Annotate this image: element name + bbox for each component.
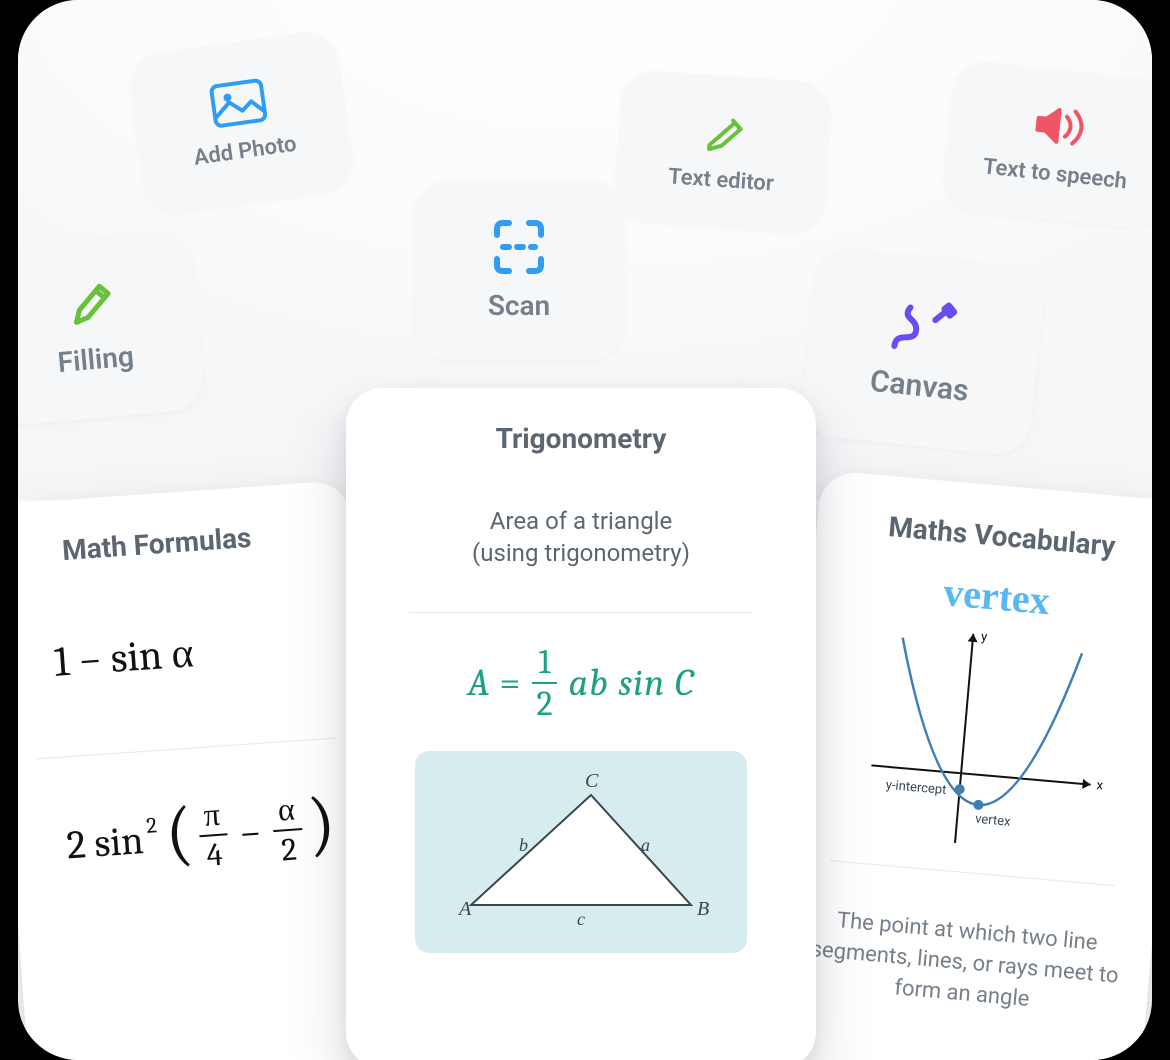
scan-icon — [491, 219, 547, 275]
pencil-icon — [65, 279, 117, 331]
svg-text:vertex: vertex — [974, 812, 1011, 830]
photo-icon — [208, 77, 268, 128]
svg-text:y-intercept: y-intercept — [885, 778, 947, 798]
tile-label: Text editor — [667, 164, 774, 196]
card-maths-vocabulary[interactable]: Maths Vocabulary vertex x y y-intercept … — [766, 470, 1152, 1060]
tile-scan[interactable]: Scan — [414, 180, 624, 360]
speaker-icon — [1032, 101, 1088, 150]
svg-text:b: b — [519, 835, 528, 855]
svg-text:C: C — [585, 770, 599, 792]
card-title: Maths Vocabulary — [887, 510, 1116, 563]
draw-icon — [888, 295, 963, 358]
svg-text:x: x — [1096, 778, 1104, 794]
divider — [37, 737, 336, 759]
tile-label: Canvas — [868, 363, 970, 408]
formula-2: 2 sin 2 ( π 4 − α 2 ) — [64, 785, 338, 887]
formula-1: 1 − sin α — [52, 628, 195, 687]
tile-label: Filling — [56, 339, 135, 379]
tile-text-to-speech[interactable]: Text to speech — [941, 59, 1152, 231]
vocab-definition: The point at which two line segments, li… — [806, 904, 1123, 1023]
card-trigonometry[interactable]: Trigonometry Area of a triangle (using t… — [346, 388, 816, 1060]
vocab-word: vertex — [942, 568, 1052, 624]
card-subtitle: Area of a triangle (using trigonometry) — [472, 505, 690, 570]
area-formula: A = 1 2 ab sin C — [467, 645, 694, 721]
tile-filling[interactable]: Filling — [18, 229, 205, 427]
tile-text-editor[interactable]: Text editor — [613, 69, 833, 233]
svg-text:B: B — [697, 898, 709, 920]
tile-add-photo[interactable]: Add Photo — [126, 28, 356, 216]
card-math-formulas[interactable]: Math Formulas 1 − sin α 2 sin 2 ( π 4 − … — [18, 480, 391, 1060]
tile-label: Scan — [488, 289, 550, 322]
svg-text:A: A — [457, 898, 472, 920]
divider — [409, 612, 753, 613]
triangle-diagram: A B C a b c — [415, 751, 747, 953]
card-title: Math Formulas — [61, 521, 252, 567]
svg-text:c: c — [577, 909, 585, 929]
highlighter-icon — [701, 108, 748, 155]
tile-canvas[interactable]: Canvas — [799, 244, 1048, 457]
tile-label: Add Photo — [192, 131, 298, 170]
svg-text:y: y — [980, 630, 987, 645]
tile-label: Text to speech — [982, 154, 1128, 194]
svg-text:a: a — [641, 835, 650, 855]
card-title: Trigonometry — [496, 422, 667, 455]
parabola-graph: x y y-intercept vertex — [844, 614, 1123, 870]
stage: Add Photo Text editor Text to speech — [18, 0, 1152, 1060]
